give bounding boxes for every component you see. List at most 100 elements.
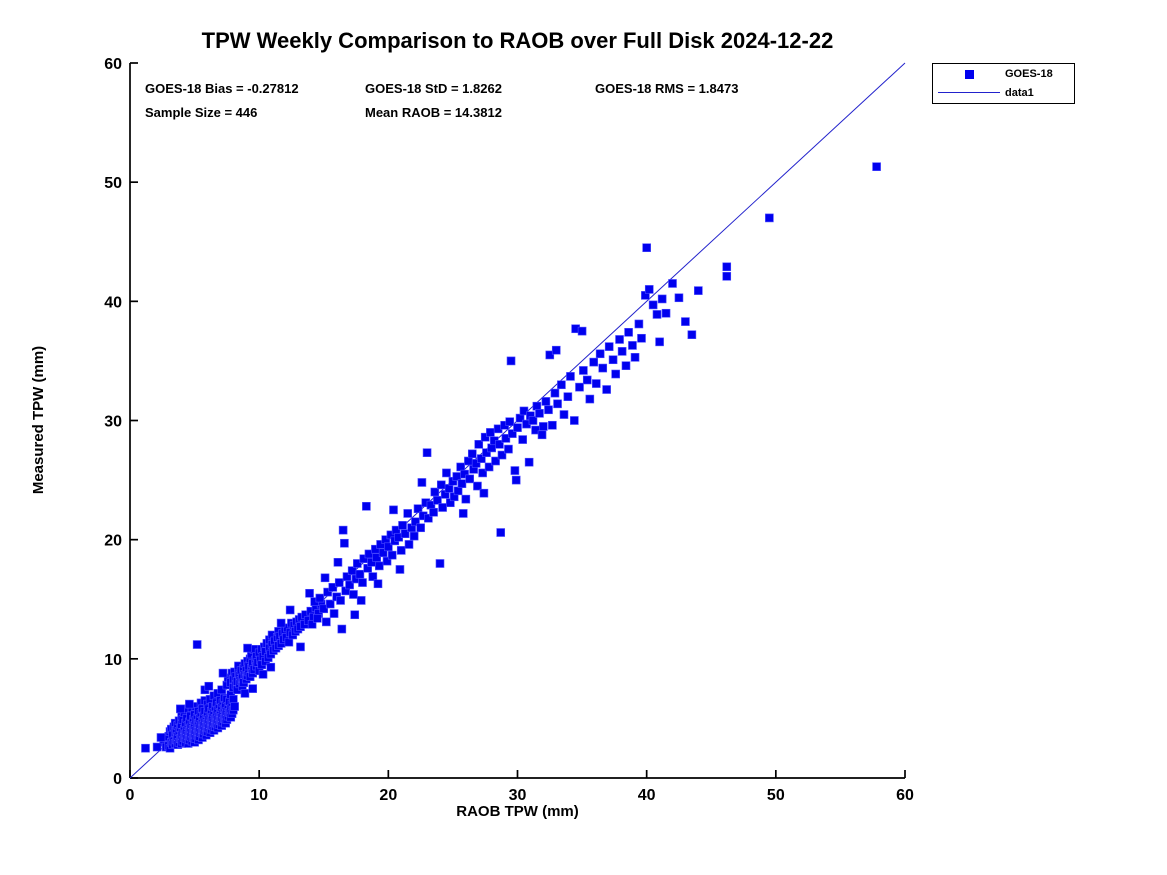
data-point (258, 670, 268, 679)
data-point (337, 624, 347, 634)
x-tick-label: 60 (896, 787, 914, 804)
data-point (373, 579, 383, 589)
stat-rms: GOES-18 RMS = 1.8473 (595, 81, 739, 96)
data-point (722, 262, 732, 272)
data-point (478, 468, 487, 478)
data-point (353, 559, 362, 568)
data-point (765, 213, 774, 223)
data-point (328, 583, 338, 592)
data-point (674, 293, 684, 303)
data-point (611, 369, 620, 379)
data-point (575, 382, 584, 392)
data-point (349, 590, 358, 599)
data-point (535, 409, 544, 418)
data-point (508, 429, 517, 438)
data-point (325, 599, 335, 609)
data-point (329, 609, 339, 618)
data-point (435, 559, 445, 568)
data-point (570, 416, 579, 425)
data-point (229, 695, 238, 704)
data-point (634, 319, 644, 329)
data-point (347, 566, 357, 575)
data-point (416, 523, 425, 533)
data-point (368, 572, 378, 581)
x-tick-label: 50 (767, 787, 785, 804)
data-point (342, 572, 352, 581)
legend-box: GOES-18 data1 (932, 63, 1075, 104)
data-point (577, 326, 587, 336)
data-point (460, 469, 469, 479)
stat-bias: GOES-18 Bias = -0.27812 (145, 81, 299, 96)
legend-item-goes18: GOES-18 (933, 66, 1074, 83)
x-tick-label: 10 (250, 787, 268, 804)
data-point (539, 422, 548, 431)
data-point (396, 546, 406, 555)
data-point (608, 355, 618, 365)
data-point (496, 528, 506, 537)
data-point (495, 440, 504, 449)
data-point (185, 699, 194, 709)
data-point (387, 550, 397, 560)
data-point (630, 353, 640, 362)
y-tick-label: 10 (104, 652, 122, 669)
data-point (484, 462, 494, 472)
data-point (532, 401, 542, 411)
data-point (559, 410, 569, 419)
stat-std: GOES-18 StD = 1.8262 (365, 81, 502, 96)
data-point (452, 472, 462, 481)
x-axis-label: RAOB TPW (mm) (456, 803, 579, 820)
data-point (602, 385, 611, 394)
data-point (285, 605, 295, 615)
data-point (333, 558, 343, 567)
data-point (615, 335, 624, 344)
data-point (545, 350, 555, 360)
square-marker-icon (964, 69, 974, 79)
data-point (474, 440, 484, 449)
data-point (519, 406, 529, 416)
data-point (417, 478, 427, 487)
stat-mean-raob: Mean RAOB = 14.3812 (365, 105, 502, 120)
data-point (456, 462, 465, 472)
x-tick-label: 0 (126, 787, 135, 804)
data-point (305, 588, 314, 598)
data-point (243, 643, 252, 653)
data-point (506, 356, 516, 366)
data-point (217, 685, 227, 695)
data-point (541, 397, 551, 406)
data-point (566, 372, 575, 381)
data-point (156, 733, 166, 742)
data-point (230, 702, 239, 711)
data-point (872, 162, 881, 171)
data-point (438, 503, 447, 512)
data-point (248, 684, 258, 693)
x-tick-label: 40 (638, 787, 656, 804)
data-point (465, 474, 475, 484)
data-point (389, 505, 398, 515)
data-point (315, 593, 325, 603)
x-tick-label: 20 (379, 787, 397, 804)
data-point (591, 379, 601, 388)
data-point (430, 487, 440, 497)
data-point (398, 521, 407, 530)
data-point (582, 375, 592, 385)
data-point (537, 430, 547, 440)
data-point (323, 587, 332, 597)
data-point (655, 337, 664, 347)
data-point (467, 449, 477, 459)
data-point (648, 300, 658, 310)
data-point (479, 488, 489, 498)
data-point (378, 548, 388, 558)
data-point (621, 361, 631, 370)
data-point (550, 388, 560, 398)
data-point (644, 285, 654, 294)
data-point (444, 484, 454, 493)
data-point (482, 448, 491, 457)
data-point (334, 578, 344, 587)
data-point (312, 614, 322, 623)
data-point (204, 681, 214, 691)
data-point (579, 366, 588, 375)
data-point (340, 538, 349, 548)
data-point (152, 742, 162, 752)
data-point (395, 565, 405, 574)
y-tick-label: 0 (113, 771, 122, 788)
